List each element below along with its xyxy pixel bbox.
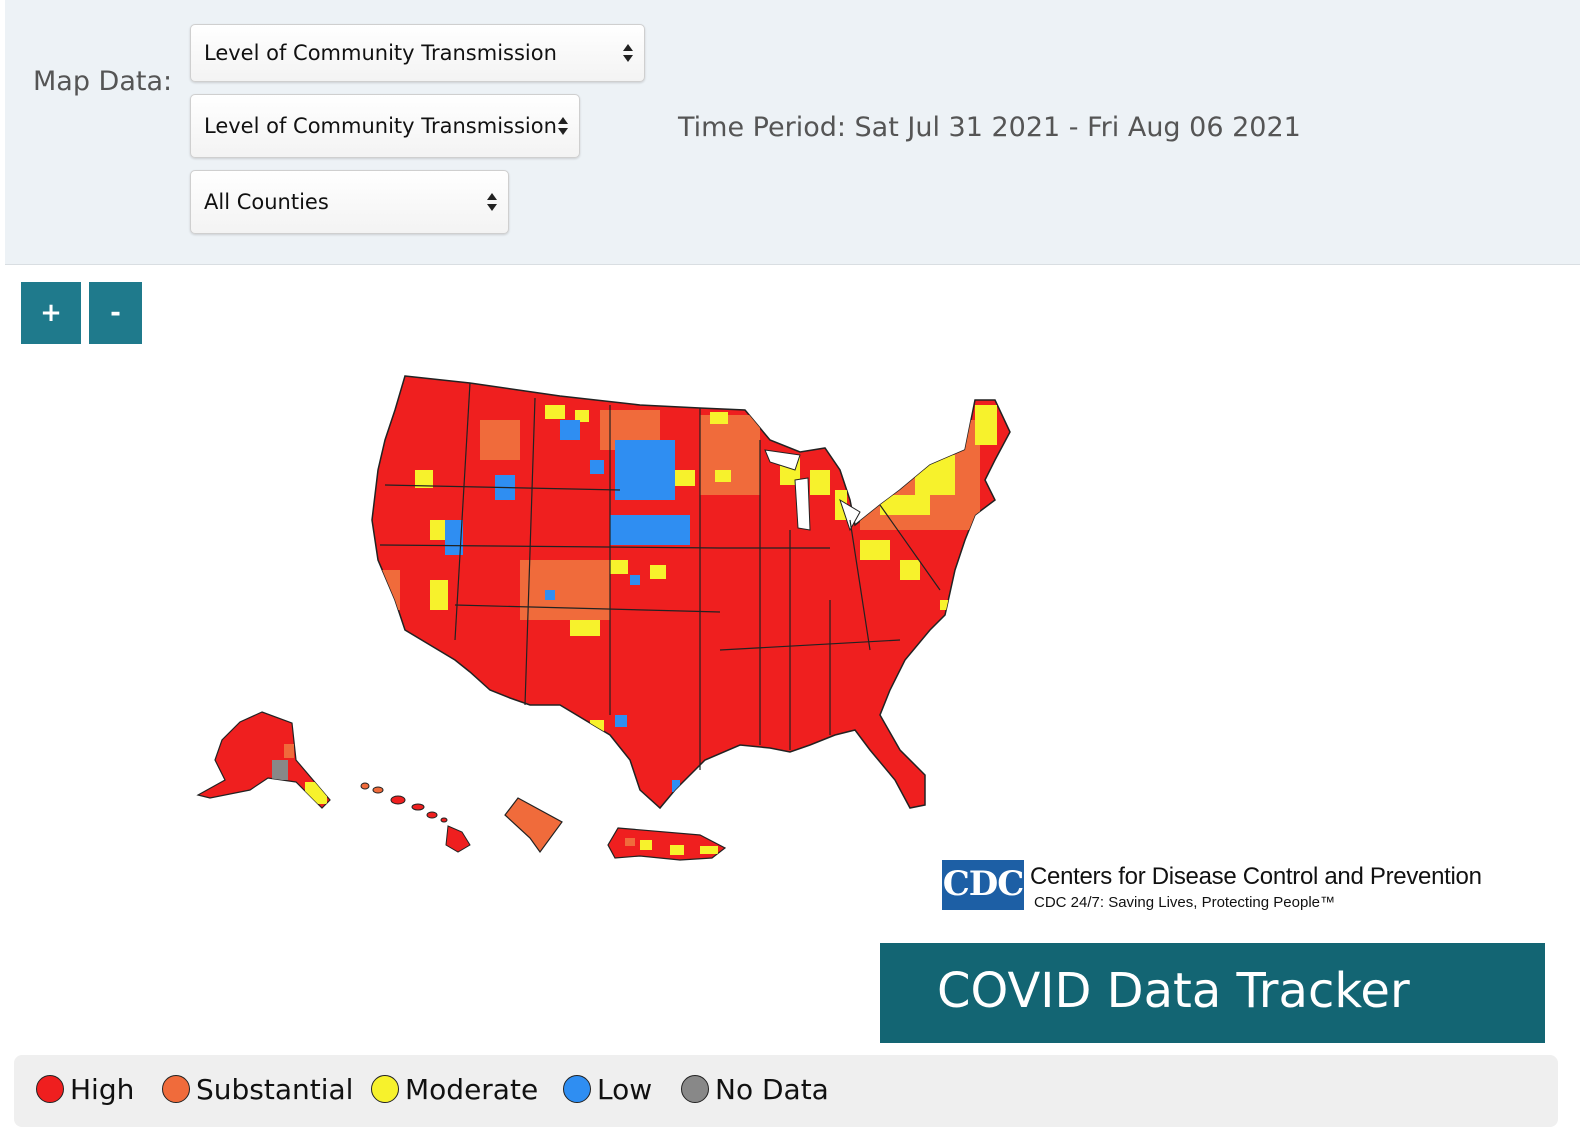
- map-data-label: Map Data:: [33, 66, 173, 97]
- legend-dot-icon: [563, 1075, 591, 1103]
- alaska[interactable]: [196, 711, 331, 809]
- legend-dot-icon: [36, 1075, 64, 1103]
- puerto-rico[interactable]: [607, 827, 727, 861]
- legend-label: Low: [597, 1073, 653, 1106]
- continental-us[interactable]: [371, 375, 1011, 810]
- covid-data-tracker-banner: COVID Data Tracker: [880, 943, 1545, 1043]
- scope-select[interactable]: All Counties: [190, 170, 509, 234]
- select-arrows-icon: [486, 171, 498, 233]
- legend-dot-icon: [371, 1075, 399, 1103]
- zoom-in-button[interactable]: +: [21, 282, 81, 344]
- tracker-title: COVID Data Tracker: [937, 963, 1410, 1019]
- state-boundaries: [379, 382, 941, 770]
- metric-select[interactable]: Level of Community Transmission: [190, 24, 645, 82]
- legend-label: Moderate: [405, 1073, 539, 1106]
- cdc-tagline: CDC 24/7: Saving Lives, Protecting Peopl…: [1034, 894, 1335, 911]
- cdc-logo-icon: CDC: [942, 860, 1024, 910]
- legend-label: High: [70, 1073, 135, 1106]
- select-arrows-icon: [622, 25, 634, 81]
- map-legend: High Substantial Moderate Low No Data: [14, 1055, 1558, 1127]
- zoom-out-button[interactable]: -: [89, 282, 142, 344]
- select-arrows-icon: [557, 95, 569, 157]
- cdc-logo-abbrev: CDC: [942, 864, 1025, 904]
- legend-dot-icon: [681, 1075, 709, 1103]
- legend-dot-icon: [162, 1075, 190, 1103]
- hawaii[interactable]: [360, 782, 471, 853]
- metric-select-value: Level of Community Transmission: [204, 41, 557, 65]
- submetric-select[interactable]: Level of Community Transmission: [190, 94, 580, 158]
- scope-select-value: All Counties: [204, 190, 329, 214]
- time-period: Time Period: Sat Jul 31 2021 - Fri Aug 0…: [678, 112, 1301, 143]
- submetric-select-value: Level of Community Transmission: [204, 114, 557, 138]
- legend-label: No Data: [715, 1073, 829, 1106]
- cdc-name: Centers for Disease Control and Preventi…: [1030, 863, 1482, 890]
- legend-label: Substantial: [196, 1073, 354, 1106]
- district-of-columbia[interactable]: [504, 797, 563, 854]
